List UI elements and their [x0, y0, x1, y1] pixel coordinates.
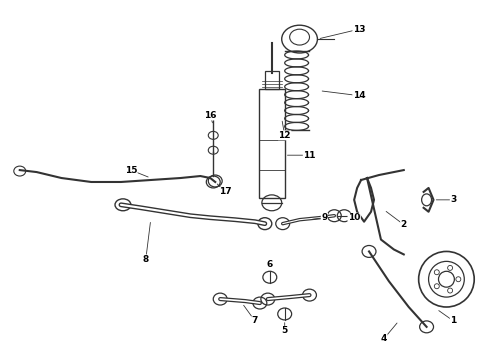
Text: 12: 12 — [278, 131, 291, 140]
Text: 3: 3 — [450, 195, 457, 204]
Bar — [265, 71, 279, 89]
Text: 14: 14 — [353, 91, 366, 100]
Text: 16: 16 — [204, 111, 217, 120]
Text: 11: 11 — [303, 151, 316, 160]
Text: 4: 4 — [381, 334, 387, 343]
Text: 17: 17 — [219, 188, 231, 197]
Bar — [259, 89, 285, 198]
Text: 8: 8 — [143, 255, 149, 264]
Text: 15: 15 — [124, 166, 137, 175]
Text: 2: 2 — [401, 220, 407, 229]
Text: 5: 5 — [282, 326, 288, 335]
Text: 1: 1 — [450, 316, 457, 325]
Text: 7: 7 — [252, 316, 258, 325]
Text: 10: 10 — [348, 213, 360, 222]
Text: 9: 9 — [321, 213, 328, 222]
Text: 6: 6 — [267, 260, 273, 269]
Text: 13: 13 — [353, 25, 366, 34]
